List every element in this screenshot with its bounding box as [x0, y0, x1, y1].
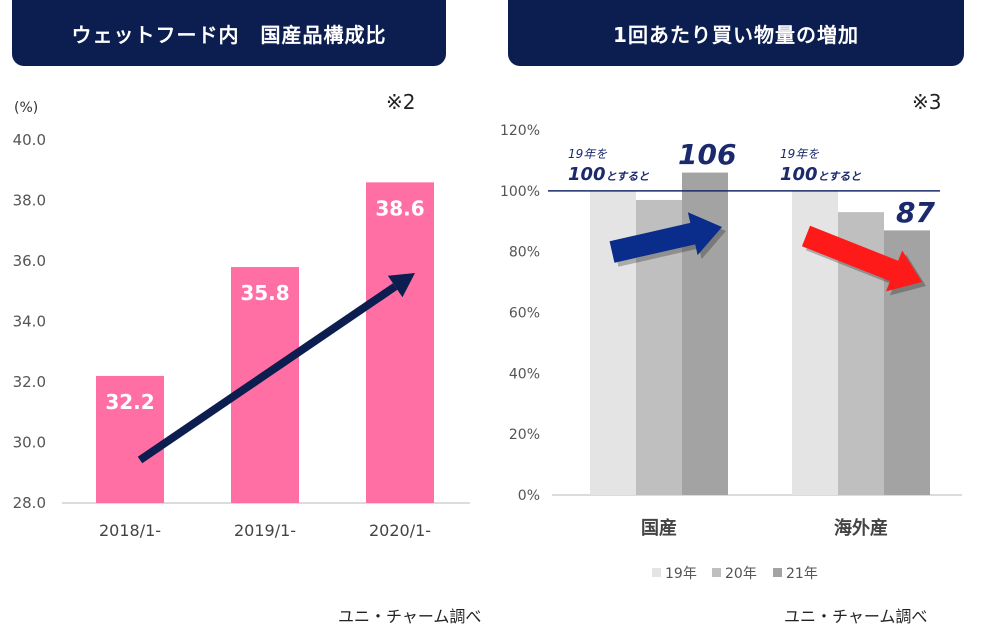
y-tick-label: 30.0	[13, 434, 46, 452]
legend-label: 21年	[786, 566, 818, 582]
y-tick-label: 28.0	[13, 494, 46, 512]
y-tick-label: 34.0	[13, 313, 46, 331]
left-footnote-mark: ※2	[386, 90, 416, 114]
right-chart-title: 1回あたり買い物量の増加	[508, 0, 964, 66]
y-axis-unit-label: (%)	[14, 100, 38, 116]
baseline-annotation-line1: 19年を	[780, 147, 819, 161]
y-tick-label: 100%	[500, 184, 540, 200]
legend-swatch-21年	[773, 568, 782, 577]
legend-label: 19年	[665, 566, 697, 582]
y-tick-label: 36.0	[13, 252, 46, 270]
bar-value-label: 38.6	[375, 196, 424, 220]
overseas-decrease-arrow	[801, 225, 922, 292]
bar-2018/1-	[96, 375, 164, 503]
x-tick-label: 2020/1-	[369, 521, 431, 540]
bar-2019/1-	[231, 267, 299, 503]
y-tick-label: 0%	[518, 488, 540, 504]
y-tick-label: 40.0	[13, 131, 46, 149]
left-bar-chart: (%) 28.0 30.0 32.0 34.0 36.0 38.0 40.0 32.2 2018/…	[13, 100, 470, 540]
baseline-annotation-line2: 100とすると	[568, 164, 649, 185]
y-tick-label: 60%	[509, 306, 540, 322]
domestic-increase-arrow	[609, 212, 722, 263]
trend-arrow-shaft	[137, 283, 398, 464]
right-bar-chart: 0% 20% 40% 60% 80% 100% 120% 国産 海外産 19年を 100とすると 19…	[500, 123, 962, 582]
trend-arrow-head	[387, 273, 415, 298]
legend-swatch-20年	[712, 568, 721, 577]
y-tick-label: 120%	[500, 123, 540, 139]
baseline-annotation-line1: 19年を	[568, 147, 607, 161]
left-source-note: ユニ・チャーム調べ	[338, 607, 482, 626]
x-tick-label: 国産	[641, 517, 677, 539]
callout-overseas-value: 87	[896, 196, 935, 229]
bar-国産-19年	[590, 190, 636, 496]
y-tick-label: 20%	[509, 427, 540, 443]
right-footnote-mark: ※3	[912, 90, 942, 114]
baseline-annotation-line2: 100とすると	[780, 164, 861, 185]
bar-value-label: 35.8	[240, 281, 289, 305]
y-tick-label: 38.0	[13, 192, 46, 210]
y-tick-label: 40%	[509, 366, 540, 382]
x-tick-label: 海外産	[834, 517, 888, 539]
right-source-note: ユニ・チャーム調べ	[784, 607, 928, 626]
y-tick-label: 80%	[509, 245, 540, 261]
x-tick-label: 2018/1-	[99, 521, 161, 540]
left-chart-title: ウェットフード内 国産品構成比	[12, 0, 446, 66]
y-tick-label: 32.0	[13, 373, 46, 391]
legend-swatch-19年	[652, 568, 661, 577]
x-tick-label: 2019/1-	[234, 521, 296, 540]
bar-value-label: 32.2	[105, 390, 154, 414]
bar-2020/1-	[366, 182, 434, 503]
callout-domestic-value: 106	[678, 138, 736, 171]
legend-label: 20年	[725, 566, 757, 582]
